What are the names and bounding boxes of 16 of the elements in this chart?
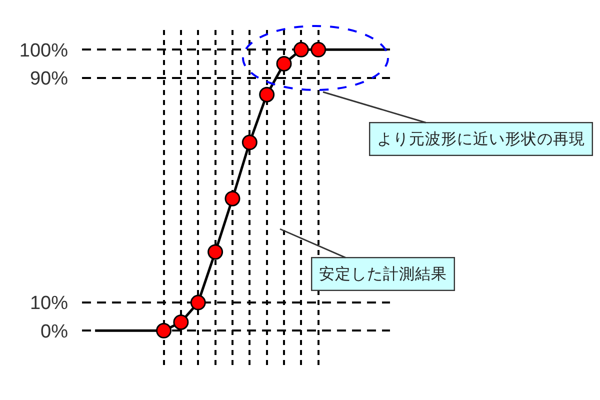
- point: [190, 294, 206, 310]
- annotation: より元波形に近い形状の再現: [377, 130, 586, 148]
- point: [242, 134, 258, 150]
- point: [259, 86, 275, 102]
- point: [208, 244, 224, 260]
- y-tick-label: 90%: [30, 68, 68, 90]
- point: [293, 42, 309, 58]
- point: [310, 42, 326, 58]
- y-tick-label: 100%: [19, 40, 68, 62]
- point: [276, 56, 292, 72]
- annotation: 安定した計測結果: [319, 265, 448, 284]
- point: [173, 314, 189, 330]
- point: [224, 190, 240, 206]
- y-tick-label: 0%: [40, 321, 68, 342]
- y-tick-label: 10%: [30, 293, 68, 314]
- point: [156, 322, 172, 338]
